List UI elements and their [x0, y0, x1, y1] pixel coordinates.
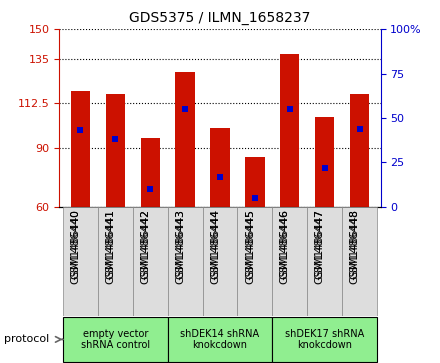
Text: GSM1486442: GSM1486442: [140, 209, 150, 284]
FancyBboxPatch shape: [168, 207, 202, 316]
Text: shDEK17 shRNA
knokcdown: shDEK17 shRNA knokcdown: [285, 329, 364, 350]
FancyBboxPatch shape: [202, 207, 238, 316]
Text: GSM1486441: GSM1486441: [105, 209, 115, 284]
Bar: [280, 54, 300, 207]
Bar: [315, 117, 334, 207]
Text: GSM1486440: GSM1486440: [70, 209, 81, 279]
Text: GSM1486440: GSM1486440: [70, 209, 81, 284]
Text: GSM1486444: GSM1486444: [210, 209, 220, 279]
Text: GSM1486445: GSM1486445: [245, 209, 255, 279]
FancyBboxPatch shape: [63, 207, 98, 316]
Bar: [246, 156, 264, 207]
Text: GSM1486448: GSM1486448: [350, 209, 359, 284]
Text: GSM1486447: GSM1486447: [315, 209, 325, 279]
Text: GSM1486442: GSM1486442: [140, 209, 150, 279]
Bar: [210, 128, 230, 207]
Text: GSM1486443: GSM1486443: [175, 209, 185, 284]
FancyBboxPatch shape: [342, 207, 377, 316]
Bar: [71, 91, 90, 207]
Bar: [106, 94, 125, 207]
Text: GSM1486443: GSM1486443: [175, 209, 185, 279]
FancyBboxPatch shape: [272, 207, 307, 316]
Text: empty vector
shRNA control: empty vector shRNA control: [81, 329, 150, 350]
Bar: [350, 94, 369, 207]
FancyBboxPatch shape: [63, 317, 168, 362]
Text: GSM1486446: GSM1486446: [280, 209, 290, 284]
Text: GSM1486446: GSM1486446: [280, 209, 290, 279]
FancyBboxPatch shape: [98, 207, 133, 316]
Text: GSM1486448: GSM1486448: [350, 209, 359, 279]
Title: GDS5375 / ILMN_1658237: GDS5375 / ILMN_1658237: [129, 11, 311, 25]
FancyBboxPatch shape: [272, 317, 377, 362]
Bar: [140, 138, 160, 207]
Bar: [176, 72, 194, 207]
FancyBboxPatch shape: [168, 317, 272, 362]
FancyBboxPatch shape: [133, 207, 168, 316]
Text: GSM1486445: GSM1486445: [245, 209, 255, 284]
Text: GSM1486444: GSM1486444: [210, 209, 220, 284]
FancyBboxPatch shape: [307, 207, 342, 316]
Text: protocol: protocol: [4, 334, 50, 344]
Text: GSM1486447: GSM1486447: [315, 209, 325, 284]
Text: shDEK14 shRNA
knokcdown: shDEK14 shRNA knokcdown: [180, 329, 260, 350]
Text: GSM1486441: GSM1486441: [105, 209, 115, 279]
FancyBboxPatch shape: [238, 207, 272, 316]
